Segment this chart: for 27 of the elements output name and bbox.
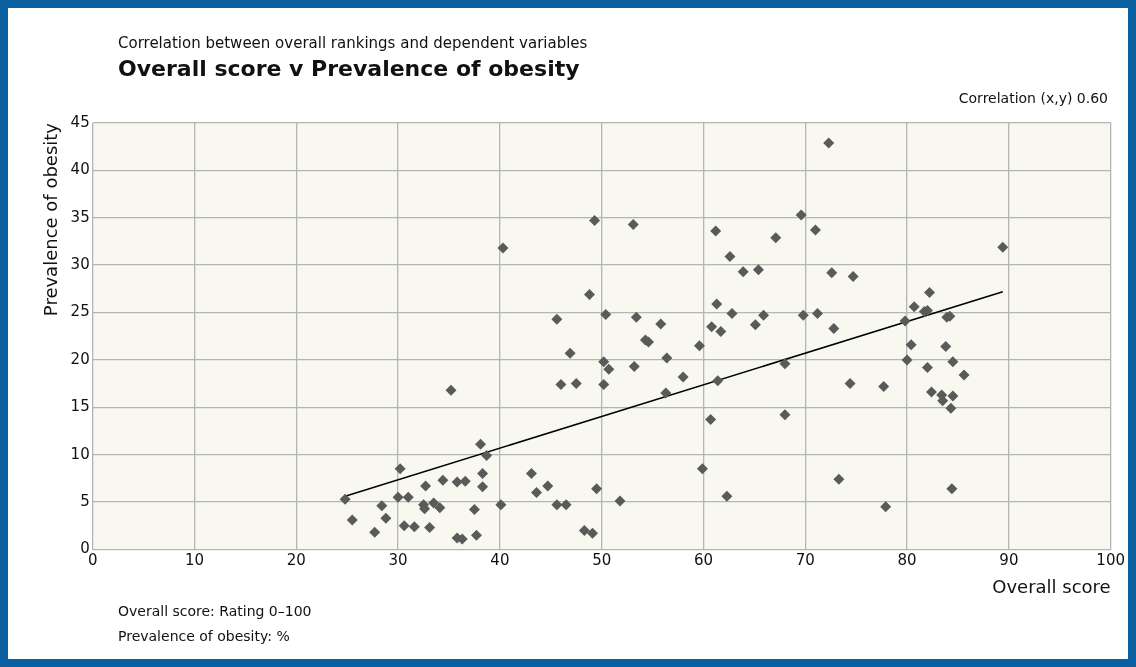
text: Overall score: Rating 0–100 xyxy=(118,603,312,619)
x-axis-title: Overall score xyxy=(992,575,1111,597)
x-tick-label: 80 xyxy=(897,551,917,570)
text: Correlation (x,y) 0.60 xyxy=(958,90,1108,106)
y-tick-label: 25 xyxy=(70,302,90,321)
y-tick-label: 5 xyxy=(80,491,90,510)
y-tick-label: 0 xyxy=(80,539,90,558)
y-tick-label: 20 xyxy=(70,349,90,368)
y-tick-label: 10 xyxy=(70,444,90,463)
x-tick-label: 30 xyxy=(388,551,408,570)
y-tick-label: 45 xyxy=(70,112,90,131)
x-tick-label: 10 xyxy=(184,551,205,570)
x-tick-label: 40 xyxy=(490,551,510,570)
y-tick-label: 15 xyxy=(70,397,90,416)
x-tick-label: 100 xyxy=(1096,551,1126,570)
chart-subtitle: Correlation between overall rankings and dependent variables xyxy=(118,34,588,52)
chart-title: Overall score v Prevalence of obesity xyxy=(118,56,580,81)
y-tick-label: 35 xyxy=(70,207,90,226)
x-tick-label: 70 xyxy=(795,551,815,570)
text: Prevalence of obesity: % xyxy=(118,628,290,644)
y-tick-label: 30 xyxy=(70,255,90,274)
x-tick-label: 50 xyxy=(592,551,612,570)
x-tick-label: 60 xyxy=(693,551,714,570)
x-tick-label: 90 xyxy=(999,551,1019,570)
y-axis-title: Prevalence of obesity xyxy=(40,122,62,317)
y-tick-label: 40 xyxy=(70,160,90,179)
x-tick-label: 20 xyxy=(286,551,306,570)
